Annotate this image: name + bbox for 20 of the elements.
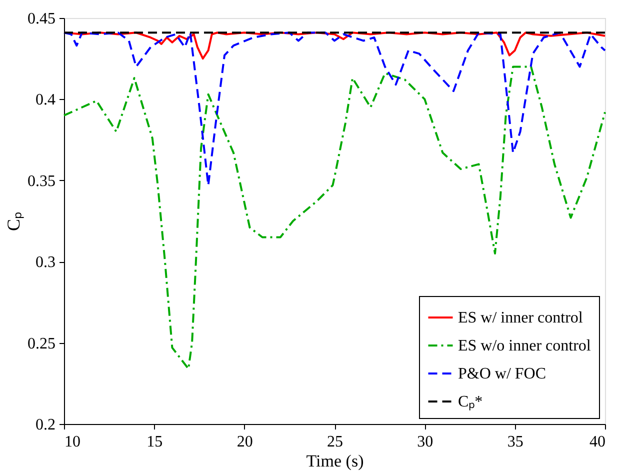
x-axis-title: Time (s)	[306, 452, 364, 470]
x-tick-label: 40	[590, 434, 606, 450]
legend-label: ES w/ inner control	[458, 310, 584, 326]
x-tick-label: 15	[146, 434, 163, 450]
y-tick-label: 0.35	[28, 172, 56, 190]
x-tick-label: 35	[507, 434, 524, 450]
legend-label: Cₚ*	[458, 394, 483, 410]
x-tick-label: 20	[236, 434, 253, 450]
y-tick-label: 0.25	[28, 335, 56, 352]
x-tick-label: 25	[327, 434, 343, 450]
y-tick-label: 0.4	[36, 92, 56, 109]
y-tick-label: 0.45	[28, 10, 56, 28]
y-tick-label: 0.3	[36, 254, 56, 272]
line-series	[63, 32, 606, 186]
x-tick-label: 10	[64, 434, 80, 450]
y-tick-label: 0.2	[36, 416, 56, 434]
legend-label: ES w/o inner control	[458, 338, 592, 354]
y-axis-title: Cₚ	[4, 212, 24, 232]
x-tick-label: 30	[417, 434, 434, 450]
legend-label: P&O w/ FOC	[458, 366, 546, 382]
